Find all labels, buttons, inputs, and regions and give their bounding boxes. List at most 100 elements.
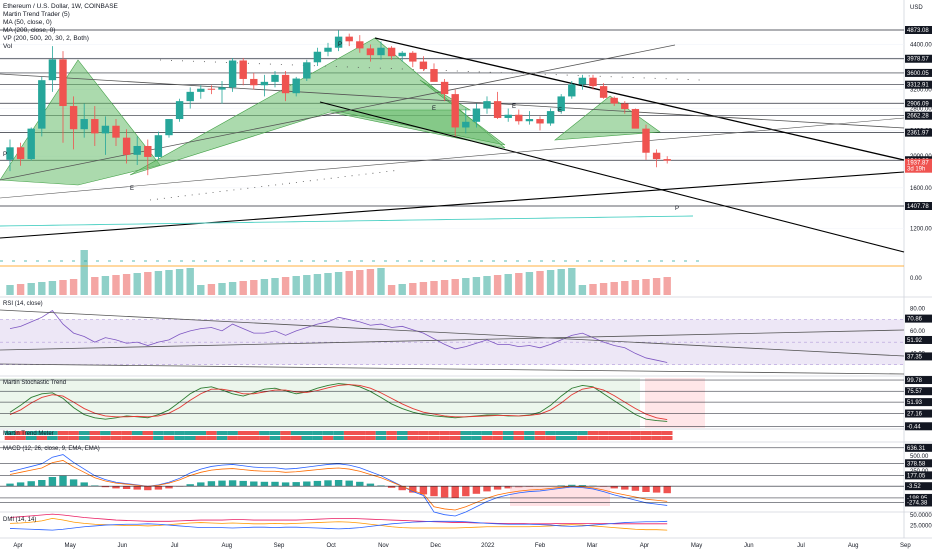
lower-channel-trendline [319,101,905,253]
trend-meter-row-top [121,431,132,435]
trend-meter-row-bottom [598,436,609,440]
candle-body [578,77,587,85]
macd-histogram-bar [281,482,290,486]
trend-meter-row-bottom [153,436,164,440]
trend-meter-row-bottom [354,436,366,440]
trend-meter-row-top [333,431,344,435]
trend-meter-row-top [36,431,48,435]
legend-volume-profile[interactable]: VP (200, 500, 20, 30, 2, Both) [3,35,89,42]
time-axis-label: Aug [221,543,232,549]
trend-meter-row-top [630,431,641,435]
macd-histogram-bar [430,486,438,497]
candle-body [599,86,608,98]
trend-meter-row-bottom [248,436,260,440]
trend-meter-row-bottom [15,436,26,440]
trend-meter-row-bottom [206,436,217,440]
trend-meter-row-top [290,431,302,435]
volume-bar [16,284,25,295]
trend-meter-row-top [312,431,323,435]
current-price-label: 1937.87 [907,161,929,167]
legend-symbol-title[interactable]: Ethereum / U.S. Dollar, 1W, COINBASE [3,3,118,10]
candle-body [546,111,555,124]
trend-meter-row-bottom [428,436,440,440]
trend-meter-row-top [237,431,249,435]
trend-meter-row-bottom [227,436,238,440]
price-tag-label: 2906.09 [907,101,929,107]
candle-body [610,97,618,104]
macd-histogram-bar [324,480,332,486]
trend-meter-row-bottom [343,436,355,440]
volume-bar [228,282,237,295]
trend-meter-row-top [407,431,419,435]
trend-meter-row-bottom [110,436,122,440]
legend-volume[interactable]: Vol [3,43,13,50]
time-axis-label: May [65,543,76,549]
trend-meter-row-bottom [481,436,493,440]
trend-meter-row-bottom [163,436,175,440]
volume-bar [80,250,88,295]
rsi-tag-bg [905,335,932,344]
stochastic-pane-label[interactable]: Martin Stochastic Trend [3,380,67,386]
trend-meter-row-top [598,431,609,435]
candle-body [218,87,226,90]
trend-meter-pane-label[interactable]: Martin Trend Meter [3,431,54,437]
candle-body [144,145,152,157]
price-tag-bg [905,80,932,89]
rsi-pane-label[interactable]: RSI (14, close) [3,301,43,307]
trend-meter-row-top [534,431,546,435]
dmi-line-1 [9,517,668,531]
macd-bear-zone [510,486,610,506]
candle-body [419,61,428,70]
trend-meter-row-bottom [322,436,334,440]
trend-meter-row-top [280,431,291,435]
volume-bar [313,274,322,295]
candle-body [472,108,481,122]
candle-body [313,51,322,63]
trend-meter-row-bottom [630,436,641,440]
macd-pane-label[interactable]: MACD (12, 26, close, 9, EMA, EMA) [3,446,100,452]
candle-body [557,96,565,112]
volume-bar [451,279,459,295]
volume-bar [6,285,14,295]
price-axis-tick: 1600.00 [910,186,932,192]
candle-body [59,59,67,107]
legend-ma-200[interactable]: MA (200, close, 0) [3,27,56,34]
candle-body [387,47,396,57]
macd-histogram-bar [345,480,353,486]
macd-histogram-bar [451,486,459,498]
trend-meter-row-bottom [651,436,662,440]
candle-body [250,78,258,86]
candle-body [356,41,364,49]
candle-body [6,147,14,160]
trend-meter-row-bottom [555,436,567,440]
trend-meter-row-bottom [587,436,599,440]
price-tag-bg [905,99,932,108]
trend-meter-row-top [227,431,238,435]
volume-bar [642,279,650,295]
volume-bar [27,283,35,295]
candle-body [398,52,406,57]
price-tag-label: 2361.97 [907,131,929,137]
time-axis-label: Dec [430,543,441,549]
volume-bar [419,282,428,295]
trend-meter-row-top [651,431,662,435]
trend-meter-row-top [619,431,631,435]
trend-meter-row-bottom [492,436,503,440]
candle-body [260,81,269,86]
trend-meter-row-top [15,431,26,435]
trend-meter-row-top [439,431,450,435]
volume-bar [472,277,481,295]
legend-martin-trend-trader[interactable]: Martin Trend Trader (5) [3,11,70,18]
candle-body [536,119,544,124]
macd-histogram-bar [186,484,194,486]
legend-ma-50[interactable]: MA (50, close, 0) [3,19,52,26]
pattern-letter-e: E [130,186,134,192]
macd-histogram-bar [91,485,99,486]
volume-bar [133,273,141,295]
price-tag-label: 4873.08 [907,28,929,34]
stochastic-tag-bg [905,398,932,407]
trend-meter-row-bottom [259,436,270,440]
trend-meter-row-bottom [375,436,387,440]
dmi-pane-label[interactable]: DMI (14, 14) [3,517,37,523]
